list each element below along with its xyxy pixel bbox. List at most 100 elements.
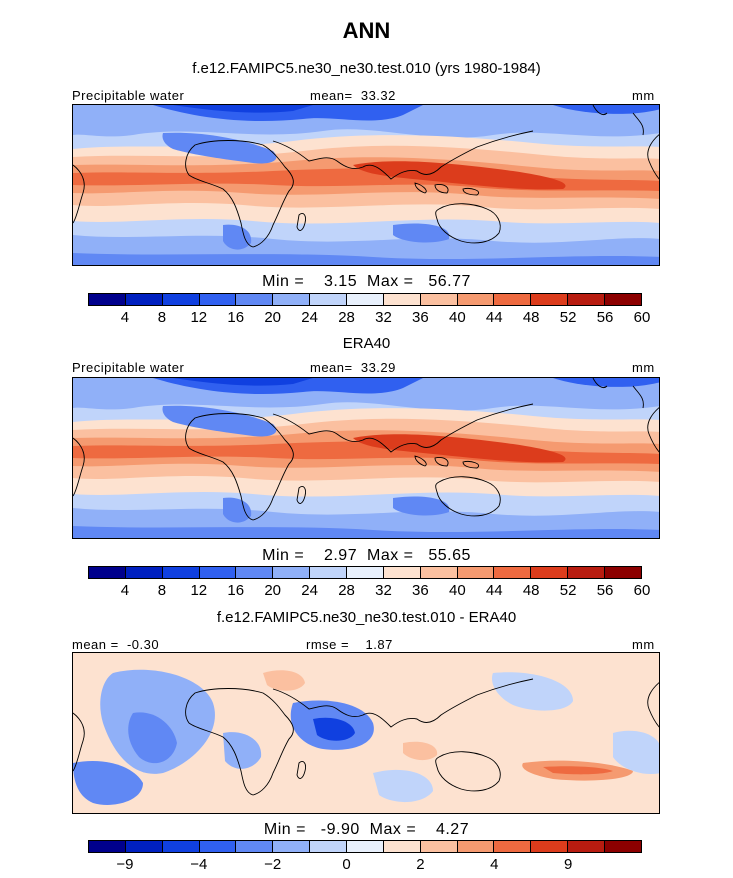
colorbar-tick-label: 12: [190, 309, 208, 326]
panel-1-map: [72, 104, 660, 266]
colorbar-swatch: [568, 841, 606, 852]
panel-3-colorbar-ticks: −9 −4 −2 0 2 4 9: [88, 856, 642, 874]
colorbar-tick-label: 0: [342, 856, 351, 873]
panel-1-colorbar-ticks: 4 8 12 16 20 24 28 32 36 40 44 48 52 56 60: [88, 309, 651, 327]
colorbar-tick-label: 56: [596, 582, 614, 599]
colorbar-tick-label: 9: [563, 856, 573, 873]
colorbar-tick-label: 40: [448, 309, 466, 326]
colorbar-swatch: [457, 841, 495, 852]
colorbar-swatch: [236, 567, 274, 578]
colorbar-swatch: [383, 841, 421, 852]
colorbar-swatch: [162, 841, 200, 852]
colorbar-tick-label: 8: [157, 582, 167, 599]
panel-2-map: [72, 377, 660, 539]
colorbar-swatch: [310, 567, 348, 578]
colorbar-swatch: [89, 567, 126, 578]
colorbar-swatch: [125, 567, 163, 578]
colorbar-swatch: [310, 841, 348, 852]
colorbar-tick-label: 32: [375, 582, 392, 599]
colorbar-swatch: [531, 841, 569, 852]
page-title: ANN: [342, 18, 391, 43]
colorbar-tick-label: 2: [416, 856, 425, 873]
colorbar-tick-label: 20: [264, 582, 281, 599]
colorbar-swatch: [199, 841, 237, 852]
colorbar-swatch: [162, 567, 200, 578]
panel-3-mean-label: mean = -0.30: [72, 637, 160, 652]
panel-3-colorbar: [88, 840, 642, 853]
colorbar-swatch: [125, 841, 163, 852]
panel-1-title: f.e12.FAMIPC5.ne30_ne30.test.010 (yrs 19…: [192, 60, 541, 77]
colorbar-tick-label: 12: [190, 582, 208, 599]
colorbar-swatch: [199, 294, 237, 305]
colorbar-tick-label: 48: [522, 582, 540, 599]
colorbar-tick-label: 8: [157, 309, 167, 326]
colorbar-swatch: [273, 294, 311, 305]
colorbar-swatch: [457, 294, 495, 305]
colorbar-tick-label: −2: [264, 856, 282, 873]
panel-1-variable-label: Precipitable water: [72, 88, 185, 103]
panel-2-variable-label: Precipitable water: [72, 360, 185, 375]
colorbar-tick-label: −4: [190, 856, 208, 873]
panel-2-min-max: Min = 2.97 Max = 55.65: [262, 547, 471, 564]
colorbar-tick-label: 52: [559, 309, 577, 326]
panel-2-mean-label: mean= 33.29: [310, 360, 396, 375]
colorbar-tick-label: 56: [596, 309, 614, 326]
colorbar-swatch: [420, 567, 458, 578]
panel-1-units-label: mm: [632, 88, 655, 103]
panel-3-map: [72, 652, 660, 814]
colorbar-tick-label: 4: [120, 309, 130, 326]
colorbar-swatch: [199, 567, 237, 578]
panel-2-colorbar-ticks: 4 8 12 16 20 24 28 32 36 40 44 48 52 56 60: [88, 582, 651, 600]
colorbar-swatch: [531, 294, 569, 305]
panel-2-colorbar: [88, 566, 642, 579]
colorbar-swatch: [383, 567, 421, 578]
colorbar-swatch: [420, 294, 458, 305]
colorbar-tick-label: 48: [522, 309, 540, 326]
colorbar-tick-label: 32: [375, 309, 392, 326]
colorbar-tick-label: −9: [116, 856, 134, 873]
colorbar-swatch: [383, 294, 421, 305]
colorbar-swatch: [605, 294, 641, 305]
colorbar-tick-label: 40: [448, 582, 466, 599]
colorbar-tick-label: 4: [120, 582, 130, 599]
colorbar-swatch: [605, 841, 641, 852]
colorbar-tick-label: 28: [338, 582, 355, 599]
colorbar-tick-label: 60: [633, 582, 651, 599]
colorbar-swatch: [310, 294, 348, 305]
colorbar-tick-label: 44: [485, 582, 503, 599]
colorbar-swatch: [89, 294, 126, 305]
colorbar-swatch: [494, 841, 532, 852]
colorbar-tick-label: 16: [227, 309, 245, 326]
panel-1-mean-label: mean= 33.32: [310, 88, 396, 103]
panel-1-colorbar: [88, 293, 642, 306]
panel-3-min-max: Min = -9.90 Max = 4.27: [263, 821, 470, 838]
colorbar-tick-label: 20: [264, 309, 281, 326]
colorbar-swatch: [273, 567, 311, 578]
colorbar-tick-label: 44: [485, 309, 503, 326]
colorbar-swatch: [273, 841, 311, 852]
colorbar-tick-label: 24: [301, 582, 318, 599]
colorbar-swatch: [531, 567, 569, 578]
panel-2-units-label: mm: [632, 360, 655, 375]
panel-3-rmse-label: rmse = 1.87: [306, 637, 393, 652]
panel-2-title: ERA40: [342, 335, 391, 352]
panel-3-title: f.e12.FAMIPC5.ne30_ne30.test.010 - ERA40: [216, 609, 517, 626]
colorbar-tick-label: 4: [490, 856, 499, 873]
colorbar-swatch: [605, 567, 641, 578]
colorbar-swatch: [347, 567, 384, 578]
colorbar-swatch: [236, 841, 274, 852]
colorbar-swatch: [568, 567, 606, 578]
colorbar-swatch: [236, 294, 274, 305]
panel-1-min-max: Min = 3.15 Max = 56.77: [262, 273, 471, 290]
colorbar-tick-label: 52: [559, 582, 577, 599]
colorbar-swatch: [162, 294, 200, 305]
colorbar-swatch: [568, 294, 606, 305]
colorbar-tick-label: 36: [412, 309, 429, 326]
colorbar-swatch: [420, 841, 458, 852]
colorbar-swatch: [347, 841, 384, 852]
panel-3-units-label: mm: [632, 637, 655, 652]
colorbar-tick-label: 28: [338, 309, 355, 326]
colorbar-swatch: [494, 294, 532, 305]
colorbar-swatch: [89, 841, 126, 852]
colorbar-tick-label: 16: [227, 582, 245, 599]
